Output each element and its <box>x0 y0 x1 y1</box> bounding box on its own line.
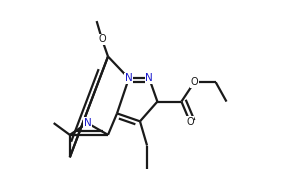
Text: N: N <box>84 118 91 128</box>
Text: O: O <box>98 34 106 44</box>
Text: N: N <box>125 73 133 83</box>
Text: O: O <box>190 77 198 87</box>
Text: O: O <box>186 117 194 127</box>
Text: N: N <box>145 73 153 83</box>
